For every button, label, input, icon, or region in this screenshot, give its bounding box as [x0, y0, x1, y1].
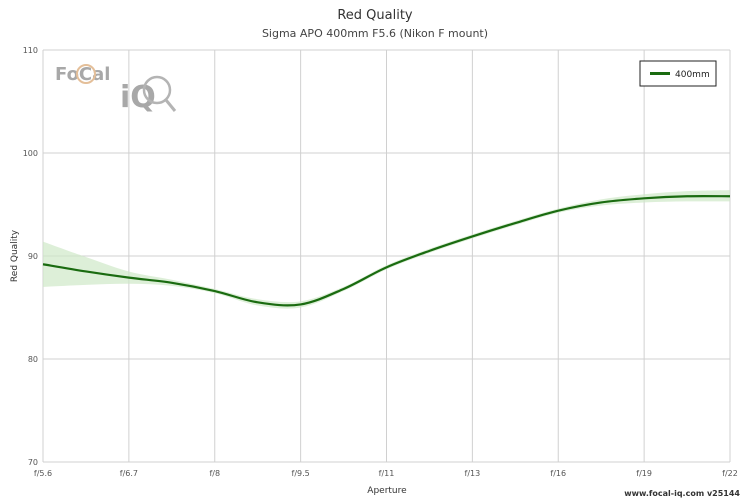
x-tick-label: f/13 [465, 469, 481, 478]
x-tick-label: f/19 [636, 469, 652, 478]
logo-lens-icon [142, 75, 172, 105]
x-tick-label: f/5.6 [34, 469, 52, 478]
y-tick-label: 110 [23, 46, 38, 55]
logo-ring-icon [76, 64, 96, 84]
x-tick-label: f/11 [379, 469, 395, 478]
logo-text-top: FoCal [55, 64, 110, 85]
x-tick-label: f/8 [209, 469, 220, 478]
legend: 400mm [639, 60, 717, 87]
x-axis-label: Aperture [367, 486, 407, 496]
chart-subtitle: Sigma APO 400mm F5.6 (Nikon F mount) [262, 27, 488, 40]
x-tick-label: f/22 [722, 469, 738, 478]
chart-title: Red Quality [337, 8, 413, 23]
site-credit: www.focal-iq.com v25144 [624, 489, 740, 498]
series-line-0 [42, 195, 731, 307]
focal-iq-logo: FoCal iQ [55, 64, 177, 115]
x-tick-label: f/16 [550, 469, 566, 478]
y-tick-label: 100 [23, 149, 38, 158]
y-axis-ticks: 70 80 90 100 110 [23, 46, 38, 467]
logo-text-bottom: iQ [120, 80, 156, 115]
legend-box [639, 60, 717, 87]
x-tick-label: f/6.7 [120, 469, 138, 478]
series [42, 190, 731, 309]
logo-handle-icon [164, 99, 177, 112]
x-tick-label: f/9.5 [292, 469, 310, 478]
y-axis-label: Red Quality [10, 229, 20, 282]
legend-label-400mm: 400mm [675, 70, 710, 80]
x-axis-ticks: f/5.6 f/6.7 f/8 f/9.5 f/11 f/13 f/16 f/19 f/22 [34, 469, 738, 478]
y-tick-label: 70 [28, 458, 38, 467]
y-tick-label: 80 [28, 355, 38, 364]
y-tick-label: 90 [28, 252, 38, 261]
